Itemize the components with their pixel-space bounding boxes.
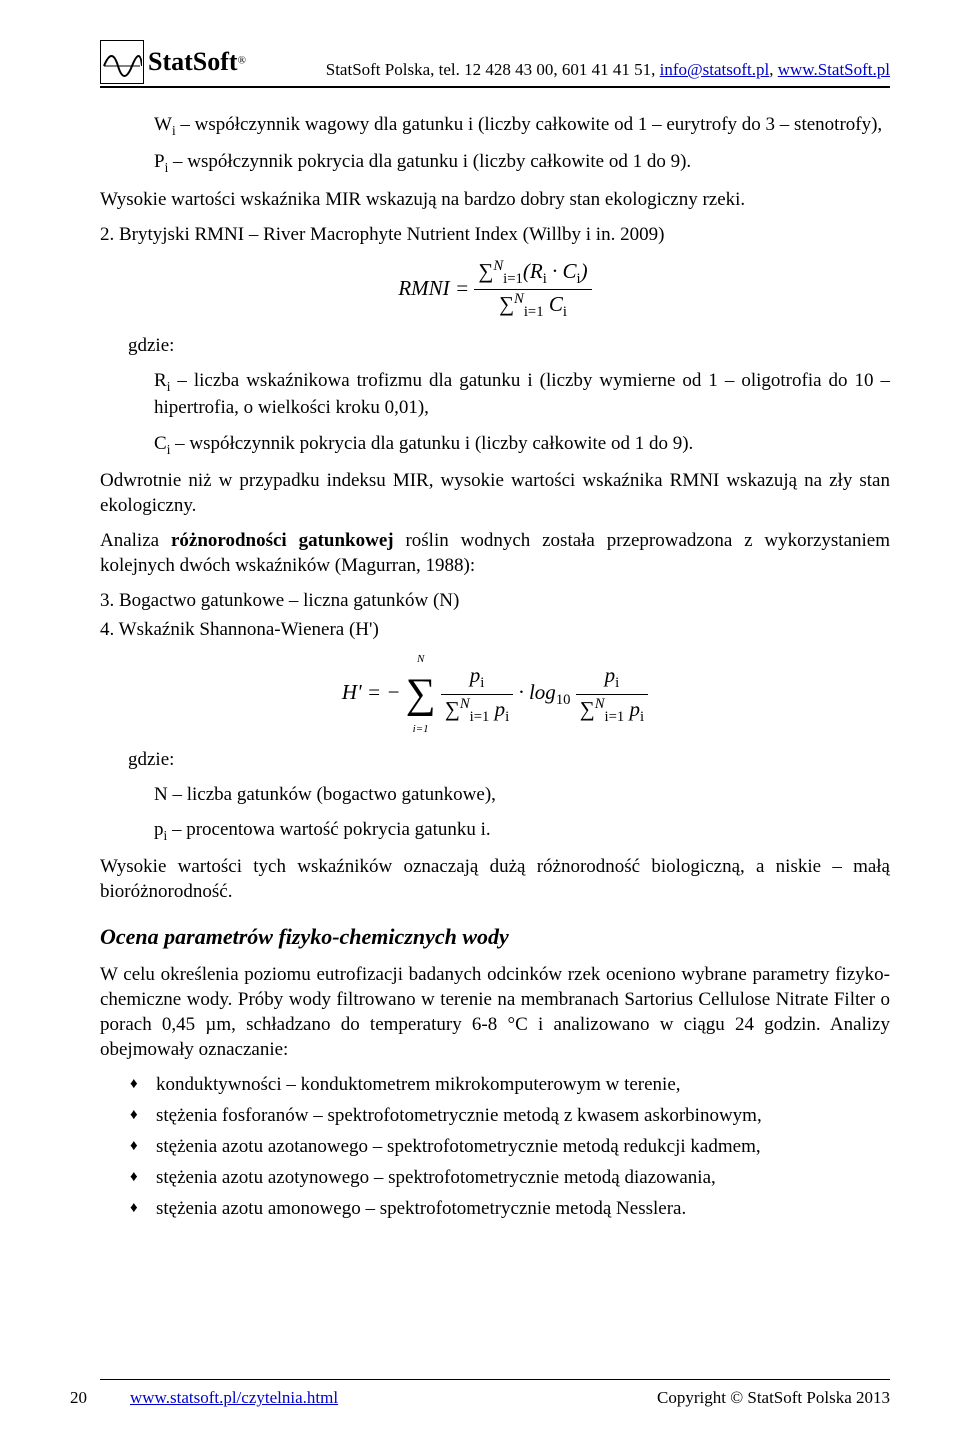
item-4-shannon: 4. Wskaźnik Shannona-Wienera (H')	[100, 617, 890, 642]
statsoft-wave-icon	[100, 40, 144, 84]
def-ci: Ci – współczynnik pokrycia dla gatunku i…	[154, 431, 890, 458]
logo: StatSoft®	[100, 40, 246, 84]
gdzie-2: gdzie:	[128, 747, 890, 772]
bold-diversity: różnorodności gatunkowej	[171, 530, 394, 551]
bullet-phosphate: stężenia fosforanów – spektrofotometrycz…	[130, 1103, 890, 1128]
bullet-nitrate: stężenia azotu azotanowego – spektrofoto…	[130, 1134, 890, 1159]
page-number: 20	[70, 1388, 100, 1408]
formula-shannon: H' = − N ∑ i=1 pi ∑Ni=1 pi · log10 pi ∑N…	[100, 652, 890, 736]
footer-copyright: Copyright © StatSoft Polska 2013	[657, 1388, 890, 1408]
def-n: N – liczba gatunków (bogactwo gatunkowe)…	[154, 782, 890, 807]
para-mir: Wysokie wartości wskaźnika MIR wskazują …	[100, 187, 890, 212]
header-email-link[interactable]: info@statsoft.pl	[660, 60, 770, 79]
bullet-conductivity: konduktywności – konduktometrem mikrokom…	[130, 1072, 890, 1097]
header-contact-text: StatSoft Polska, tel. 12 428 43 00, 601 …	[326, 60, 660, 79]
formula-rmni: RMNI = ∑Ni=1(Ri · Ci) ∑Ni=1 Ci	[100, 257, 890, 323]
main-content: Wi – współczynnik wagowy dla gatunku i (…	[100, 112, 890, 1221]
footer-link[interactable]: www.statsoft.pl/czytelnia.html	[130, 1388, 338, 1407]
bullet-nitrite: stężenia azotu azotynowego – spektrofoto…	[130, 1165, 890, 1190]
registered-icon: ®	[238, 55, 246, 67]
def-wi: Wi – współczynnik wagowy dla gatunku i (…	[154, 112, 890, 139]
gdzie-1: gdzie:	[128, 333, 890, 358]
logo-text: StatSoft	[148, 47, 238, 76]
para-diversity: Analiza różnorodności gatunkowej roślin …	[100, 528, 890, 578]
page-header: StatSoft® StatSoft Polska, tel. 12 428 4…	[100, 40, 890, 88]
footer-rule	[100, 1379, 890, 1380]
bullet-ammonium: stężenia azotu amonowego – spektrofotome…	[130, 1196, 890, 1221]
header-site-link[interactable]: www.StatSoft.pl	[778, 60, 890, 79]
header-contact: StatSoft Polska, tel. 12 428 43 00, 601 …	[246, 60, 890, 84]
para-rmni-note: Odwrotnie niż w przypadku indeksu MIR, w…	[100, 468, 890, 518]
para-biodiversity: Wysokie wartości tych wskaźników oznacza…	[100, 854, 890, 904]
subtitle-physchem: Ocena parametrów fizyko-chemicznych wody	[100, 922, 890, 951]
def-pi2: pi – procentowa wartość pokrycia gatunku…	[154, 817, 890, 844]
para-physchem: W celu określenia poziomu eutrofizacji b…	[100, 962, 890, 1062]
item-3-richness: 3. Bogactwo gatunkowe – liczna gatunków …	[100, 588, 890, 613]
def-pi: Pi – współczynnik pokrycia dla gatunku i…	[154, 149, 890, 176]
bullet-list: konduktywności – konduktometrem mikrokom…	[130, 1072, 890, 1221]
page-footer: 20 www.statsoft.pl/czytelnia.html Copyri…	[0, 1387, 960, 1408]
def-ri: Ri – liczba wskaźnikowa trofizmu dla gat…	[154, 368, 890, 420]
item-2-rmni: 2. Brytyjski RMNI – River Macrophyte Nut…	[100, 222, 890, 247]
